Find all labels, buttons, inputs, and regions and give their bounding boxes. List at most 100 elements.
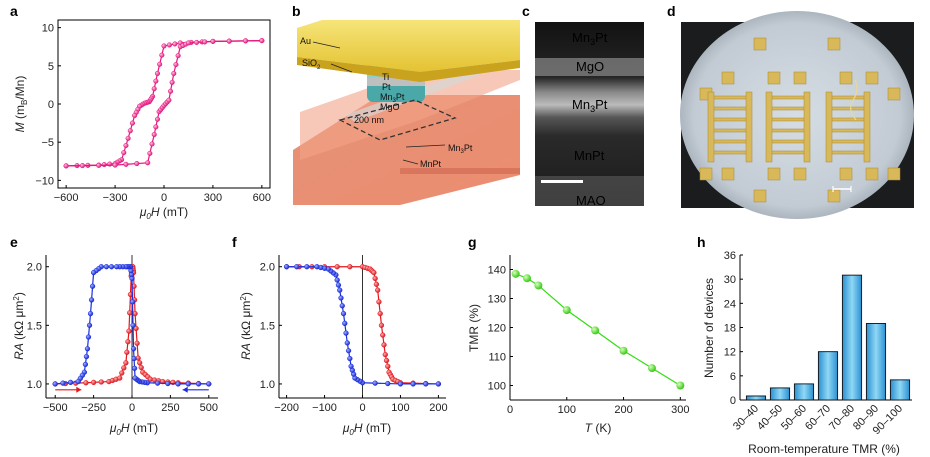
chart-h-y-tick-label: 0 bbox=[730, 395, 736, 407]
gold-pad bbox=[711, 150, 749, 155]
chart-f-xlabel: μ0H (mT) bbox=[342, 421, 391, 437]
micro-field bbox=[680, 11, 914, 219]
chart-f-x-tick-label: −200 bbox=[274, 402, 299, 414]
gold-pad bbox=[711, 106, 749, 111]
chart-a-x-tick-label: −600 bbox=[54, 192, 79, 204]
chart-e-data-point bbox=[82, 361, 89, 368]
chart-a-data-point bbox=[147, 150, 153, 156]
chart-e-ylabel: RA (kΩ μm2) bbox=[12, 292, 26, 360]
gold-pad bbox=[839, 167, 853, 181]
gold-pad bbox=[769, 117, 807, 122]
chart-e-data-point bbox=[67, 379, 74, 386]
chart-e-data-point bbox=[133, 325, 139, 332]
chart-g-y-tick-label: 110 bbox=[488, 352, 506, 364]
gold-pad bbox=[711, 117, 749, 122]
gold-pad bbox=[865, 71, 879, 85]
chart-f-data-point bbox=[340, 310, 347, 317]
tem-mgo-band bbox=[535, 58, 644, 76]
chart-a-xlabel: μ0H (mT) bbox=[139, 205, 188, 221]
chart-g-y-tick-label: 120 bbox=[488, 323, 506, 335]
chart-a-data-point bbox=[134, 161, 140, 167]
gold-pad bbox=[711, 139, 749, 144]
chart-g-data-point bbox=[534, 281, 543, 290]
chart-a-data-point bbox=[151, 131, 157, 138]
chart-a-data-point bbox=[125, 135, 131, 141]
chart-e-data-point bbox=[129, 299, 136, 305]
chart-a-data-point bbox=[63, 163, 69, 169]
chart-a-data-point bbox=[210, 38, 216, 44]
chart-e-y-tick-label: 2.0 bbox=[27, 262, 42, 274]
chart-e-data-point bbox=[126, 328, 132, 334]
chart-a-data-point bbox=[129, 120, 136, 126]
chart-a-y-tick-label: 0 bbox=[48, 99, 54, 111]
chart-h-bar bbox=[745, 395, 767, 401]
chart-f-y-tick-label: 1.5 bbox=[260, 320, 275, 332]
chart-e-data-point bbox=[131, 355, 137, 362]
gold-pad bbox=[699, 167, 713, 181]
chart-e-data-point bbox=[90, 379, 97, 386]
chart-a-data-point bbox=[194, 39, 200, 45]
gold-pad bbox=[767, 167, 781, 181]
chart-f-data-point bbox=[342, 320, 348, 327]
gold-pad bbox=[769, 150, 807, 155]
chart-f-data-point bbox=[383, 357, 390, 364]
chart-a-data-point bbox=[154, 70, 161, 77]
chart-a-y-tick-label: 5 bbox=[48, 61, 54, 73]
chart-a-ylabel: M (mB/Mn) bbox=[13, 76, 29, 133]
chart-f-xlabel-part: H bbox=[354, 421, 363, 435]
chart-a-data-point bbox=[169, 79, 175, 85]
chart-g-ylabel: TMR (%) bbox=[467, 304, 481, 352]
tem-background bbox=[535, 22, 644, 206]
chart-f-data-point bbox=[385, 363, 391, 370]
chart-a-data-point bbox=[153, 78, 159, 84]
chart-g-x-tick-label: 0 bbox=[507, 404, 513, 416]
chart-e-data-point bbox=[90, 269, 97, 276]
chart-f-x-tick-label: −100 bbox=[312, 402, 337, 414]
chart-f-data-point bbox=[423, 381, 429, 387]
chart-g-xlabel-part: T bbox=[585, 421, 594, 435]
chart-f-data-point bbox=[347, 264, 353, 270]
chart-f-data-point bbox=[372, 275, 378, 282]
tem-label-mao: MAO bbox=[576, 193, 606, 208]
gold-pad bbox=[765, 91, 773, 163]
chart-a-data-point bbox=[159, 52, 165, 58]
gold-pad bbox=[711, 128, 749, 133]
chart-h-bar bbox=[793, 383, 815, 401]
chart-a-data-point bbox=[153, 124, 159, 130]
label-pt: Pt bbox=[382, 82, 391, 92]
chart-f-data-point bbox=[381, 342, 387, 348]
gold-pad bbox=[769, 139, 807, 144]
chart-a-ylabel-part: B bbox=[20, 100, 29, 105]
chart-f-data-point bbox=[376, 299, 382, 305]
chart-e-data-point bbox=[119, 370, 125, 376]
chart-h-ylabel: Number of devices bbox=[702, 278, 716, 378]
chart-a-x-tick-label: −300 bbox=[103, 192, 128, 204]
chart-e-data-point bbox=[130, 322, 136, 328]
chart-a-data-point bbox=[161, 43, 167, 49]
chart-g-y-tick-label: 140 bbox=[488, 265, 506, 277]
chart-f-data-point bbox=[385, 380, 391, 387]
chart-e-xlabel: μ0H (mT) bbox=[109, 421, 158, 437]
gold-pad bbox=[863, 91, 871, 163]
chart-a-data-point bbox=[171, 70, 177, 77]
chart-a-xlabel-part: (mT) bbox=[160, 205, 189, 219]
label-200nm: 200 nm bbox=[354, 115, 384, 125]
gold-pad bbox=[745, 91, 753, 163]
chart-e-data-point bbox=[175, 381, 181, 387]
chart-e-data-point bbox=[89, 283, 96, 289]
gold-pad bbox=[887, 87, 901, 101]
chart-e-data-point bbox=[88, 297, 95, 303]
chart-g-data-point bbox=[619, 346, 628, 355]
gold-pad bbox=[825, 91, 833, 163]
panel-label-b: b bbox=[292, 3, 301, 19]
chart-h-x-tick-label: 60–70 bbox=[803, 403, 833, 433]
chart-a-data-point bbox=[175, 53, 181, 59]
chart-g-x-tick-label: 100 bbox=[558, 404, 576, 416]
chart-a-data-point bbox=[154, 116, 161, 122]
chart-a-y-tick-label: −10 bbox=[35, 175, 54, 187]
au-electrode-edge bbox=[297, 57, 520, 82]
chart-f-data-point bbox=[344, 340, 350, 346]
chart-e-data-point bbox=[83, 353, 90, 360]
chart-h-y-tick-label: 24 bbox=[724, 298, 736, 310]
